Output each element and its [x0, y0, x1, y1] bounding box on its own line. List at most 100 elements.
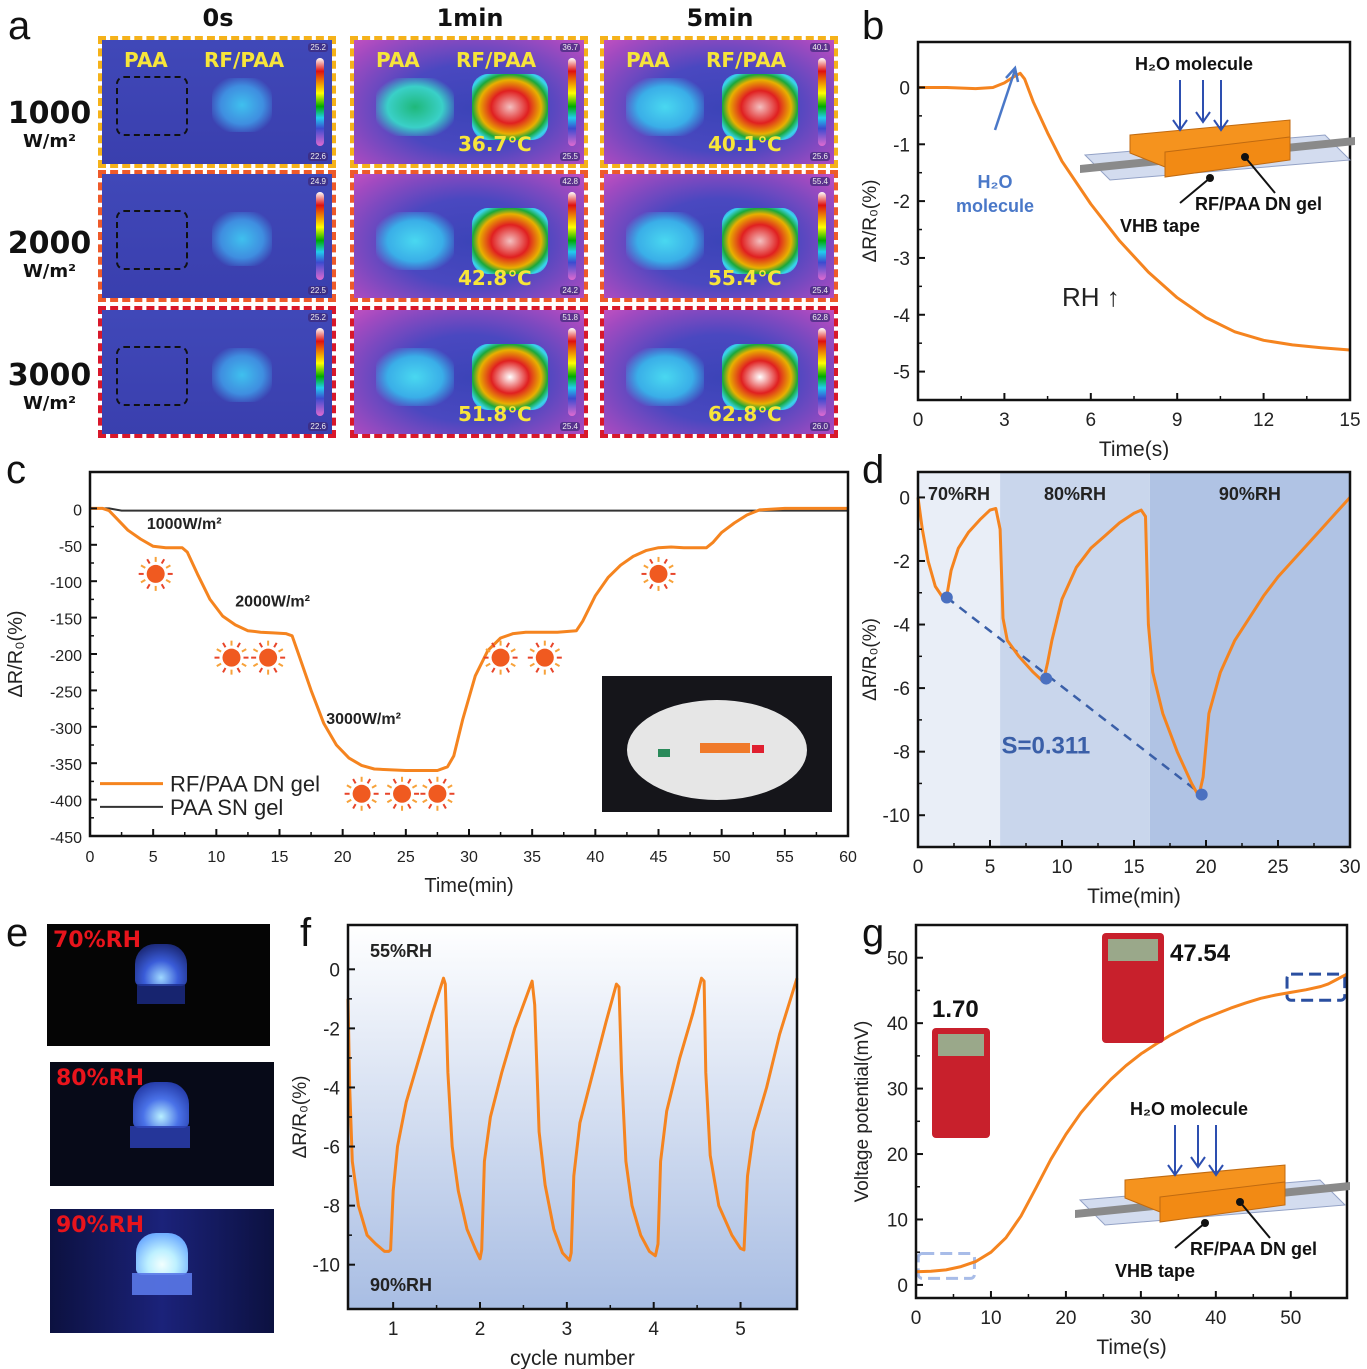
sun-ray	[278, 662, 284, 668]
sun-ray	[643, 579, 649, 584]
sun-icon	[214, 640, 249, 675]
y-tick-label: -2	[893, 552, 910, 573]
scale-min: 25.4	[560, 422, 580, 431]
sun-ray	[258, 667, 263, 673]
x-tick-label: 10	[207, 849, 225, 866]
x-tick-label: 3	[562, 1319, 573, 1340]
x-tick-label: 30	[1130, 1308, 1151, 1329]
paa-sample	[626, 78, 704, 136]
paa-sample	[626, 212, 704, 270]
color-scale-bar	[818, 192, 826, 280]
scale-max: 40.1	[810, 43, 830, 52]
x-tick-label: 10	[1051, 857, 1072, 878]
max-temperature: 40.1℃	[708, 132, 782, 156]
x-tick-label: 9	[1172, 410, 1183, 431]
sun-ray	[529, 662, 535, 668]
x-tick-label: 4	[648, 1319, 659, 1340]
thermal-image: 25.2 22.6	[98, 306, 336, 438]
x-tick-label: 25	[1267, 857, 1288, 878]
color-scale-bar	[568, 58, 576, 146]
panel-label-b: b	[862, 4, 885, 48]
x-tick-label: 25	[397, 849, 415, 866]
sample-label-paa: PAA	[124, 48, 168, 72]
sample-label-rf-paa: RF/PAA	[456, 48, 537, 72]
x-axis-label: Time(s)	[1099, 438, 1169, 460]
sun-ray	[411, 798, 418, 804]
pointer-line	[1239, 1201, 1271, 1239]
gel-front	[1164, 136, 1291, 178]
sun-ray	[491, 642, 496, 648]
x-tick-label: 30	[460, 849, 478, 866]
sun-ray	[273, 667, 278, 673]
sun-ray	[422, 784, 428, 789]
paa-outline	[116, 210, 188, 270]
y-axis-label: ΔR/R₀(%)	[290, 1076, 311, 1159]
sun-disc	[393, 784, 412, 803]
plot-frame	[914, 923, 1349, 1300]
x-tick-label: 12	[1253, 410, 1274, 431]
led-photo: 80%RH	[50, 1062, 274, 1186]
max-temperature: 51.8℃	[458, 402, 532, 426]
chart-d: 70%RH 80%RH 90%RH S=0.311 0 5 10 15 20 25 30 0 -2 -4 -…	[860, 470, 1361, 908]
thermal-image: PAA RF/PAA 36.7 25.5 36.7℃	[350, 36, 588, 168]
scale-min: 22.6	[308, 152, 328, 161]
region-label: 80%RH	[1044, 484, 1106, 504]
annotation-rh-up: RH ↑	[1062, 282, 1120, 312]
row-irradiance: 2000	[7, 226, 92, 261]
x-tick-label: 2	[475, 1319, 486, 1340]
sun-icon	[251, 640, 286, 675]
sun-icon	[138, 556, 173, 591]
y-tick-label: -200	[50, 648, 82, 665]
rf-paa-sample	[722, 344, 798, 410]
humidity-label: 90%RH	[56, 1213, 145, 1238]
row-irradiance: 3000	[7, 358, 92, 393]
rf-paa-sample	[212, 348, 272, 402]
sun-ray	[535, 667, 540, 673]
led-icon	[133, 1082, 189, 1128]
rf-paa-sample	[212, 212, 272, 266]
sun-ray	[411, 784, 418, 789]
x-tick-label: 45	[650, 849, 668, 866]
thermal-image: 24.9 22.5	[98, 170, 336, 302]
column-title: 1min	[436, 4, 504, 32]
sun-ray	[346, 798, 352, 804]
scale-min: 24.2	[560, 286, 580, 295]
sun-icon	[420, 776, 455, 811]
row-label: 2000 W/m²	[2, 226, 97, 282]
region-label: 90%RH	[1219, 484, 1281, 504]
multimeter-display	[1108, 939, 1158, 961]
x-axis-label: Time(s)	[1096, 1336, 1166, 1359]
led-base	[132, 1273, 192, 1295]
sun-disc	[535, 648, 554, 667]
y-tick-label: -150	[50, 612, 82, 629]
x-tick-label: 15	[1339, 410, 1360, 431]
x-tick-label: 5	[735, 1319, 746, 1340]
y-tick-label: -8	[893, 743, 910, 764]
water-arrowhead	[1208, 1164, 1224, 1177]
led-base	[137, 984, 185, 1004]
sun-disc	[352, 784, 371, 803]
sun-disc	[491, 648, 510, 667]
sun-ray	[160, 558, 166, 565]
color-scale-bar	[316, 192, 324, 280]
chart-c: 0 5 10 15 20 25 30 35 40 45 50 55 60 0 -50 -100 -150 -200…	[5, 470, 857, 897]
sun-ray	[549, 642, 555, 648]
sun-disc	[259, 648, 278, 667]
region-label: 70%RH	[928, 484, 990, 504]
paa-outline	[116, 76, 188, 136]
sun-ray	[491, 667, 496, 673]
y-tick-label: -1	[893, 135, 910, 156]
y-tick-label: 0	[899, 488, 910, 509]
max-temperature: 42.8℃	[458, 266, 532, 290]
sun-ray	[165, 564, 171, 569]
sun-ray	[222, 667, 227, 673]
annotation-irradiance: 3000W/m²	[326, 711, 401, 728]
sun-ray	[216, 648, 222, 653]
y-tick-label: -400	[50, 794, 82, 811]
sun-ray	[485, 648, 491, 653]
sun-ray	[649, 558, 654, 565]
sun-ray	[392, 803, 397, 809]
row-label: 3000 W/m²	[2, 358, 97, 414]
sun-ray	[392, 778, 397, 784]
sun-ray	[663, 583, 668, 590]
